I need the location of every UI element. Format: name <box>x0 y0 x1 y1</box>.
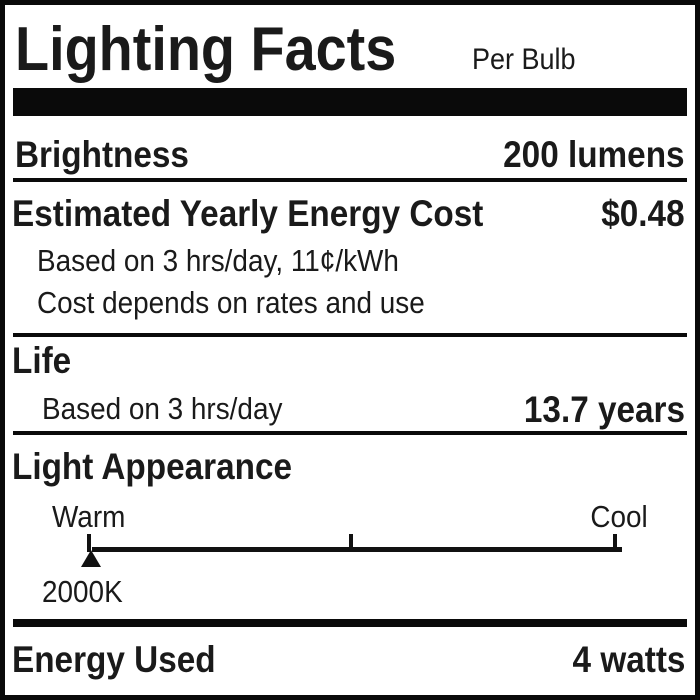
divider <box>13 333 687 337</box>
life-note: Based on 3 hrs/day <box>42 391 283 426</box>
divider <box>13 178 687 182</box>
scale-marker-triangle-icon <box>81 550 101 567</box>
energy-used-label: Energy Used <box>12 639 216 680</box>
thick-divider <box>13 88 687 116</box>
color-temperature-value: 2000K <box>42 574 123 609</box>
energy-cost-value: $0.48 <box>601 193 685 234</box>
scale-tick-left <box>87 534 91 552</box>
life-value: 13.7 years <box>523 389 685 430</box>
scale-cool-label: Cool <box>590 499 648 534</box>
scale-tick-middle <box>349 534 353 552</box>
scale-warm-label: Warm <box>52 499 126 534</box>
energy-cost-label: Estimated Yearly Energy Cost <box>12 193 484 234</box>
energy-cost-note-1: Based on 3 hrs/day, 11¢/kWh <box>37 243 399 278</box>
label-subtitle: Per Bulb <box>472 43 576 76</box>
energy-cost-note-2: Cost depends on rates and use <box>37 285 425 320</box>
brightness-value: 200 lumens <box>503 134 685 175</box>
life-label: Life <box>12 340 72 381</box>
light-appearance-label: Light Appearance <box>12 446 293 487</box>
color-temperature-scale <box>92 547 622 552</box>
energy-used-value: 4 watts <box>572 639 685 680</box>
divider <box>13 431 687 435</box>
brightness-label: Brightness <box>15 134 189 175</box>
label-title: Lighting Facts <box>15 15 397 84</box>
scale-tick-right <box>613 534 617 552</box>
thick-divider <box>13 619 687 627</box>
